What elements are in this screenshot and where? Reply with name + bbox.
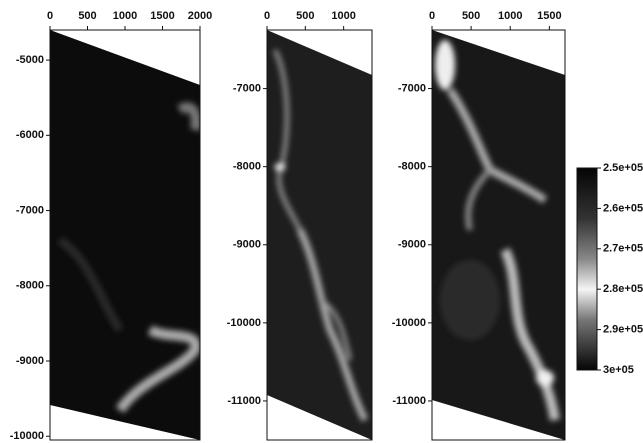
x-tick-label: 500 xyxy=(78,10,96,22)
colorbar-tick-label: 2.8e+05 xyxy=(603,283,643,295)
x-tick-label: 2000 xyxy=(188,10,212,22)
x-tick-label: 1000 xyxy=(498,10,522,22)
x-tick-label: 500 xyxy=(296,10,314,22)
colorbar-tick-label: 3e+05 xyxy=(603,364,634,376)
y-tick-label: -10000 xyxy=(227,317,261,329)
figure: 0 500 1000 1500 2000 -5000 -6000 -7000 -8000 -900… xyxy=(0,0,643,443)
y-tick-label: -10000 xyxy=(10,430,44,442)
y-tick-label: -9000 xyxy=(398,239,426,251)
y-tick-label: -11000 xyxy=(392,395,426,407)
x-tick-label: 1500 xyxy=(150,10,174,22)
y-tick-label: -6000 xyxy=(16,129,44,141)
y-tick-label: -8000 xyxy=(398,161,426,173)
colorbar-tick-label: 2.7e+05 xyxy=(603,243,643,255)
colorbar xyxy=(577,168,597,370)
colorbar-tick-label: 2.5e+05 xyxy=(603,162,643,174)
x-tick-label: 0 xyxy=(429,10,435,22)
y-tick-label: -7000 xyxy=(233,82,261,94)
y-tick-label: -8000 xyxy=(16,280,44,292)
image-panel-3 xyxy=(432,30,565,440)
x-tick-label: 0 xyxy=(47,10,53,22)
y-tick-label: -7000 xyxy=(398,82,426,94)
y-tick-label: -9000 xyxy=(233,239,261,251)
y-tick-label: -9000 xyxy=(16,355,44,367)
image-panel-2 xyxy=(267,30,372,440)
y-tick-label: -5000 xyxy=(16,54,44,66)
y-tick-label: -7000 xyxy=(16,204,44,216)
y-tick-label: -10000 xyxy=(392,317,426,329)
x-tick-label: 1000 xyxy=(113,10,137,22)
colorbar-tick-label: 2.9e+05 xyxy=(603,324,643,336)
image-panel-1 xyxy=(50,30,200,440)
x-tick-label: 1500 xyxy=(537,10,561,22)
x-tick-label: 1000 xyxy=(331,10,355,22)
y-tick-label: -11000 xyxy=(227,395,261,407)
y-tick-label: -8000 xyxy=(233,161,261,173)
x-tick-label: 0 xyxy=(264,10,270,22)
x-tick-label: 500 xyxy=(462,10,480,22)
colorbar-tick-label: 2.6e+05 xyxy=(603,202,643,214)
